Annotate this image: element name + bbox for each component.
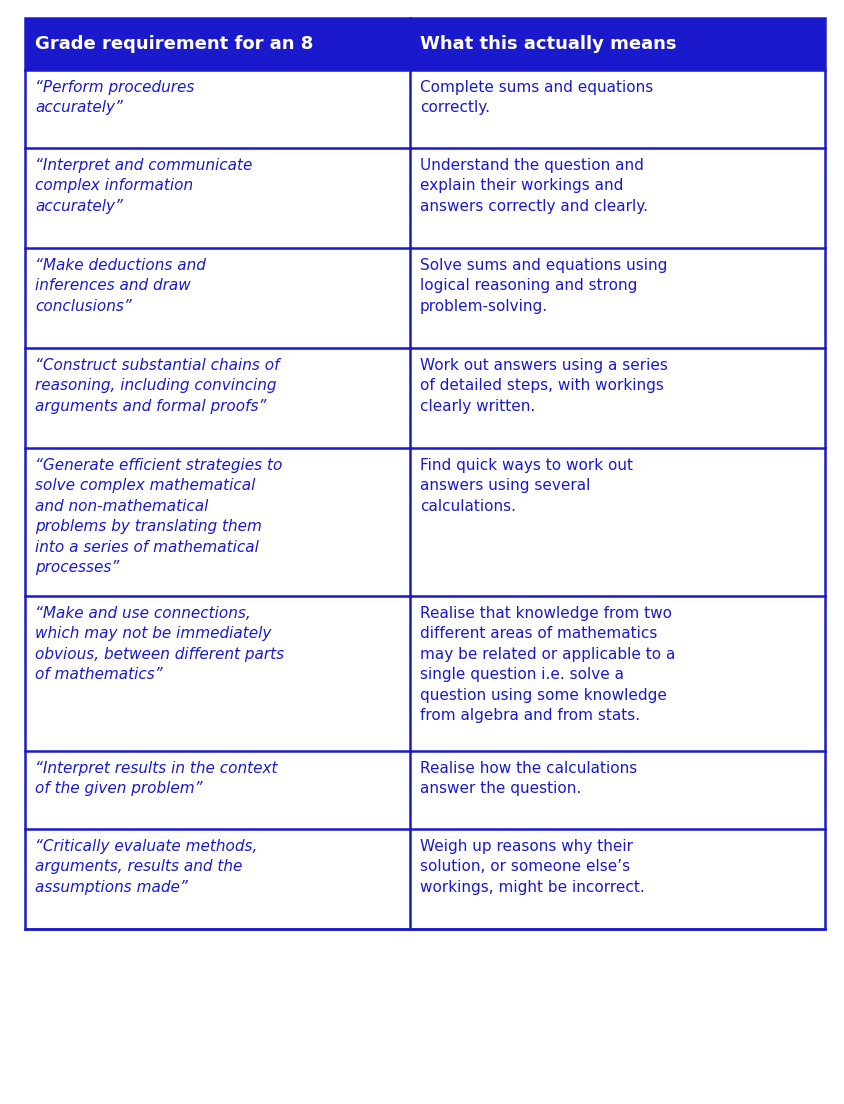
Text: “Interpret results in the context
of the given problem”: “Interpret results in the context of the…	[35, 761, 277, 796]
Text: “Interpret and communicate
complex information
accurately”: “Interpret and communicate complex infor…	[35, 158, 252, 214]
Text: Realise how the calculations
answer the question.: Realise how the calculations answer the …	[419, 761, 636, 796]
Text: “Perform procedures
accurately”: “Perform procedures accurately”	[35, 79, 194, 116]
Text: Solve sums and equations using
logical reasoning and strong
problem-solving.: Solve sums and equations using logical r…	[419, 258, 667, 314]
Text: Understand the question and
explain their workings and
answers correctly and cle: Understand the question and explain thei…	[419, 158, 647, 214]
Text: “Construct substantial chains of
reasoning, including convincing
arguments and f: “Construct substantial chains of reasoni…	[35, 358, 279, 414]
Text: Weigh up reasons why their
solution, or someone else’s
workings, might be incorr: Weigh up reasons why their solution, or …	[419, 839, 644, 895]
Text: Grade requirement for an 8: Grade requirement for an 8	[35, 35, 313, 53]
Bar	[25, 18, 824, 70]
Text: “Generate efficient strategies to
solve complex mathematical
and non-mathematica: “Generate efficient strategies to solve …	[35, 458, 282, 575]
Bar	[25, 18, 824, 928]
Text: “Critically evaluate methods,
arguments, results and the
assumptions made”: “Critically evaluate methods, arguments,…	[35, 839, 257, 895]
Text: Work out answers using a series
of detailed steps, with workings
clearly written: Work out answers using a series of detai…	[419, 358, 667, 414]
Text: Realise that knowledge from two
different areas of mathematics
may be related or: Realise that knowledge from two differen…	[419, 606, 674, 723]
Text: “Make deductions and
inferences and draw
conclusions”: “Make deductions and inferences and draw…	[35, 258, 206, 314]
Text: “Make and use connections,
which may not be immediately
obvious, between differe: “Make and use connections, which may not…	[35, 606, 284, 682]
Text: What this actually means: What this actually means	[419, 35, 676, 53]
Text: Complete sums and equations
correctly.: Complete sums and equations correctly.	[419, 79, 652, 116]
Text: Find quick ways to work out
answers using several
calculations.: Find quick ways to work out answers usin…	[419, 458, 632, 513]
